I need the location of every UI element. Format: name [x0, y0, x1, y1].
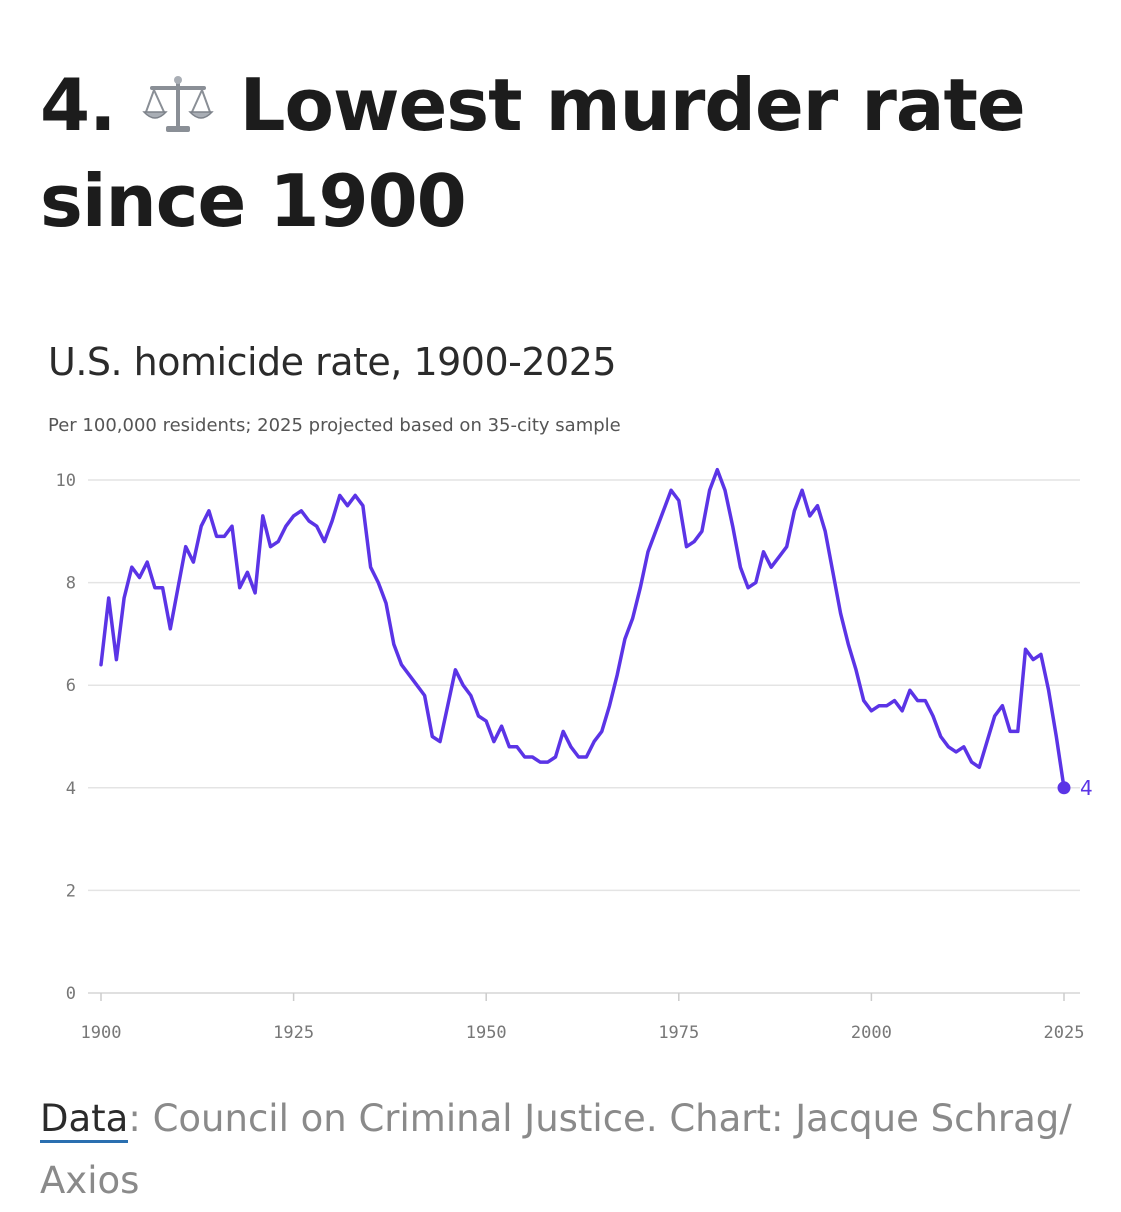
end-point — [1057, 781, 1071, 795]
y-tick-label: 6 — [66, 676, 76, 696]
series-layer: 4 — [99, 467, 1093, 800]
x-tick-label: 2000 — [851, 1023, 892, 1043]
y-tick-label: 4 — [66, 779, 76, 799]
end-value-label: 4 — [1080, 776, 1093, 800]
y-tick-label: 2 — [66, 881, 76, 901]
line-chart: 0 2 4 6 8 10 1900 1925 1950 1975 2000 2025 4 — [56, 467, 1093, 1043]
x-axis-ticks: 1900 1925 1950 1975 2000 2025 — [81, 993, 1085, 1043]
x-tick-label: 1925 — [273, 1023, 314, 1043]
headline: 4. Lowest murder rate since 1900 — [40, 60, 1100, 246]
source-note: Data: Council on Criminal Justice. Chart… — [40, 1088, 1115, 1212]
data-source-link[interactable]: Data — [40, 1097, 129, 1143]
x-tick-label: 1950 — [466, 1023, 507, 1043]
y-tick-label: 10 — [56, 471, 76, 491]
y-tick-label: 8 — [66, 574, 76, 594]
x-tick-label: 1900 — [81, 1023, 122, 1043]
y-tick-label: 0 — [66, 984, 76, 1004]
x-tick-label: 2025 — [1044, 1023, 1085, 1043]
headline-text: Lowest murder rate since 1900 — [40, 63, 1026, 243]
chart-title: U.S. homicide rate, 1900-2025 — [48, 340, 617, 384]
headline-number: 4. — [40, 63, 116, 147]
balance-scale-icon — [141, 66, 214, 156]
chart-subtitle: Per 100,000 residents; 2025 projected ba… — [48, 415, 621, 436]
source-text: : Council on Criminal Justice. Chart: Ja… — [40, 1097, 1072, 1202]
y-axis-ticks: 0 2 4 6 8 10 — [56, 471, 76, 1004]
homicide-rate-line — [99, 467, 1066, 790]
gridlines — [88, 479, 1080, 994]
x-tick-label: 1975 — [658, 1023, 699, 1043]
